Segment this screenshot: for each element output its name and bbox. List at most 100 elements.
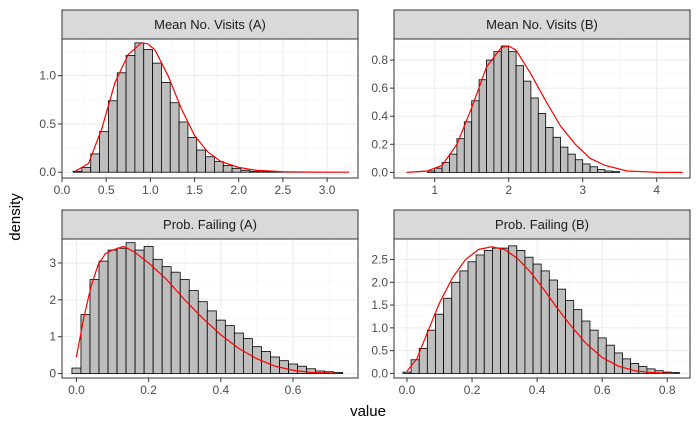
panel-strip	[61, 209, 359, 240]
histogram-bar	[582, 163, 591, 173]
x-tick-label: 0.0	[399, 383, 416, 397]
histogram-bar	[523, 80, 532, 173]
histogram-bar	[478, 79, 487, 173]
histogram-bar	[435, 313, 445, 374]
histogram-bar	[196, 149, 206, 173]
histogram-bar	[98, 260, 109, 374]
histogram-bar	[443, 297, 453, 374]
histogram-bar	[630, 363, 640, 374]
y-tick-label: 1.0	[371, 321, 388, 335]
histogram-bar	[178, 121, 189, 173]
x-tick-label: 3	[579, 183, 586, 197]
histogram-bar	[89, 279, 100, 374]
histogram-bar	[418, 347, 428, 374]
panel-4: Prob. Failing (B) 0.0 0.2 0.4 0.6 0.8 0.0 0.5 1.…	[371, 209, 691, 397]
y-tick-label: 1.0	[39, 69, 56, 83]
histogram-bar	[107, 100, 118, 173]
y-tick-label: 0.0	[39, 165, 56, 179]
histogram-bar	[500, 247, 510, 374]
histogram-bar	[449, 153, 458, 173]
x-tick-label: 0.4	[212, 383, 229, 397]
histogram-bar	[240, 169, 251, 173]
panel-border	[393, 38, 691, 179]
histogram-bar	[597, 169, 606, 173]
histogram-bar	[224, 325, 235, 374]
histogram-bar	[288, 363, 298, 374]
histogram-bar	[589, 166, 598, 173]
x-tick-label: 2	[505, 183, 512, 197]
histogram-bar	[161, 82, 171, 173]
panel-strip	[393, 9, 691, 40]
histogram-bar	[500, 45, 510, 173]
histogram-bar	[548, 279, 558, 374]
histogram-bar	[233, 332, 244, 374]
y-tick-label: 0	[49, 367, 56, 381]
histogram-bar	[463, 121, 473, 173]
panel-title: Mean No. Visits (A)	[154, 17, 266, 32]
y-tick-label: 0.4	[371, 109, 388, 123]
x-tick-label: 1.0	[142, 183, 159, 197]
y-tick-label: 0.8	[371, 53, 388, 67]
histogram-bar	[134, 42, 145, 173]
density-line	[74, 42, 350, 173]
y-tick-label: 0.5	[371, 344, 388, 358]
histogram-bar	[188, 290, 199, 374]
histogram-bar	[515, 65, 524, 173]
histogram-bar	[214, 161, 224, 173]
x-tick-label: 0.5	[98, 183, 115, 197]
histogram-bar	[581, 320, 591, 374]
x-tick-label: 0.6	[285, 383, 302, 397]
histogram-bar	[169, 102, 180, 173]
y-tick-label: 1	[49, 330, 56, 344]
density-line	[406, 45, 683, 173]
x-tick-label: 0.8	[659, 383, 676, 397]
histogram-bar	[493, 51, 502, 173]
histogram-bar	[622, 358, 632, 374]
panel-border	[61, 38, 359, 179]
panel-title: Prob. Failing (A)	[163, 217, 257, 232]
y-tick-label: 2.0	[371, 275, 388, 289]
x-tick-label: 0.6	[594, 383, 611, 397]
x-tick-label: 0.0	[54, 183, 71, 197]
histogram-bar	[456, 138, 465, 173]
panel-title: Prob. Failing (B)	[495, 217, 589, 232]
x-tick-label: 3.0	[319, 183, 336, 197]
histogram-bar	[179, 279, 190, 374]
histogram-bar	[537, 113, 547, 173]
histogram-bar	[491, 247, 501, 374]
histogram-bar	[552, 136, 561, 173]
histogram-bar	[152, 258, 163, 374]
y-tick-label: 0.0	[371, 366, 388, 380]
histogram-bar	[483, 249, 493, 374]
histogram-bar	[565, 300, 575, 374]
histogram-bar	[187, 137, 198, 173]
histogram-bar	[471, 100, 480, 173]
panel-strip	[393, 209, 691, 240]
histogram-bar	[459, 270, 469, 374]
x-tick-label: 1.5	[186, 183, 203, 197]
histogram-bar	[125, 242, 136, 374]
y-tick-label: 0.0	[371, 165, 388, 179]
x-axis-title: value	[350, 403, 386, 420]
histogram-bar	[434, 167, 443, 173]
histogram-bar	[589, 329, 599, 374]
histogram-bar	[573, 309, 583, 374]
histogram-bar	[71, 367, 82, 374]
histogram-bar	[451, 281, 461, 374]
panel-3: Prob. Failing (A) 0.0 0.2 0.4 0.6 0 1 2 3	[49, 209, 359, 397]
histogram-bar	[72, 170, 83, 173]
y-axis-title: density	[7, 193, 24, 241]
histogram-bar	[516, 249, 526, 374]
histogram-bar	[297, 365, 307, 374]
histogram-bar	[116, 72, 127, 173]
panel-border	[393, 238, 691, 379]
x-tick-label: 0.0	[68, 383, 85, 397]
panel-title: Mean No. Visits (B)	[486, 17, 598, 32]
histogram-bar	[613, 352, 623, 374]
histogram-bar	[467, 261, 477, 374]
y-tick-label: 0.5	[39, 117, 56, 131]
x-tick-label: 0.2	[464, 383, 481, 397]
histogram-bar	[143, 49, 153, 173]
panel-border	[61, 238, 359, 379]
